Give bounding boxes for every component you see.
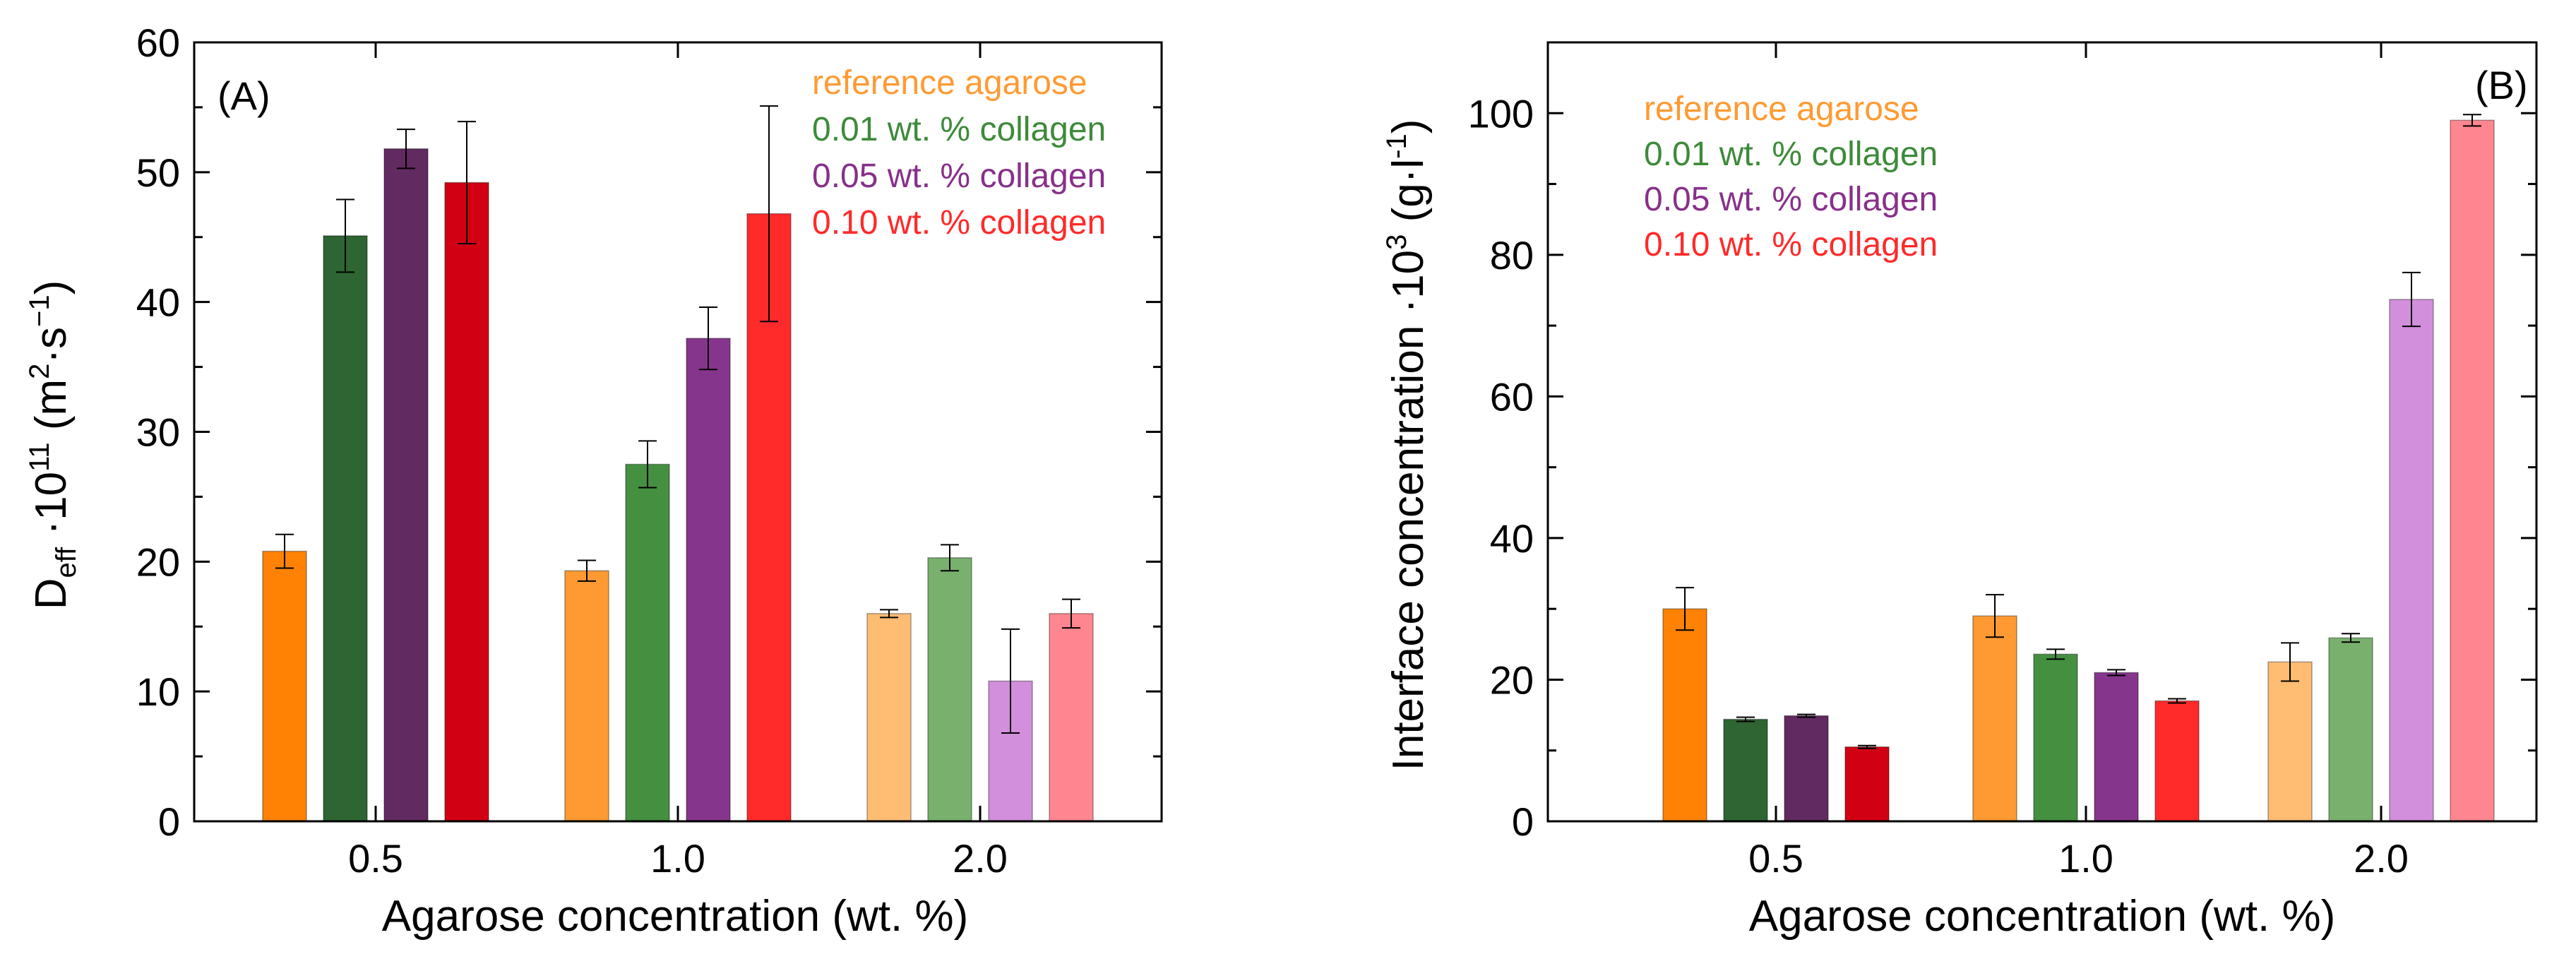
panel-a-x-tick-label: 2.0: [953, 836, 1008, 881]
panel-a-y-axis-label-units-mid: ·s: [27, 327, 76, 364]
panel-a-y-axis-label-main: D: [27, 578, 76, 610]
panel-a-axis-frame: [193, 41, 1163, 823]
panel-b-y-axis-label-exp: 3: [1381, 234, 1412, 250]
panel-a-y-tick-label: 20: [136, 540, 180, 584]
panel-a-bar: [323, 235, 368, 822]
panel-a-y-tick-label: 10: [136, 669, 180, 714]
panel-b-legend-entry: reference agarose: [1644, 90, 1919, 128]
panel-a-bar: [564, 570, 609, 822]
panel-a-legend-entry: 0.05 wt. % collagen: [812, 157, 1106, 195]
panel-b-legend-entry: 0.05 wt. % collagen: [1644, 181, 1938, 218]
panel-b-y-tick-label: 40: [1490, 516, 1534, 561]
panel-a-y-axis-label-sub: eff: [51, 547, 82, 578]
panel-a-y-tick-label: 60: [136, 20, 180, 65]
panel-b: Interface concentration ·103 (g·l-1) Aga…: [1381, 41, 2538, 941]
panel-b-bar: [1662, 608, 1707, 822]
panel-b-y-axis-label-main: Interface concentration ·10: [1384, 250, 1433, 771]
panel-a: Deff ·1011 (m2·s−1) Agarose concentratio…: [24, 20, 1163, 941]
panel-a-bar: [686, 338, 731, 822]
panel-a-bar: [1049, 613, 1094, 822]
panel-a-bar: [444, 181, 489, 822]
panel-b-x-axis-label: Agarose concentration (wt. %): [1749, 892, 2336, 941]
panel-a-y-tick-label: 40: [136, 280, 180, 325]
panel-a-bar: [866, 613, 912, 822]
panel-a-y-tick-label: 50: [136, 150, 180, 195]
panel-b-y-axis-label-units-exp: -1: [1381, 133, 1412, 159]
panel-a-y-tick-label: 0: [158, 799, 180, 844]
panel-a-ticks: 0 10 20 30 40 50 60 0.5 1.0 2.0: [136, 20, 1162, 881]
panel-b-bar: [2267, 661, 2313, 822]
panel-b-y-tick-label: 80: [1490, 233, 1534, 278]
panel-a-bar: [262, 550, 307, 822]
panel-b-ticks: 0 20 40 60 80 100 0.5 1.0 2.0: [1468, 42, 2536, 881]
panel-a-legend: reference agarose 0.01 wt. % collagen 0.05…: [812, 64, 1106, 242]
panel-a-x-tick-label: 0.5: [348, 836, 403, 881]
panel-b-y-tick-label: 0: [1512, 799, 1534, 844]
panel-b-x-tick-label: 1.0: [2058, 836, 2113, 881]
panel-b-y-tick-label: 60: [1490, 374, 1534, 419]
panel-b-bar: [2328, 637, 2373, 822]
panel-a-legend-entry: reference agarose: [812, 64, 1087, 102]
panel-a-x-tick-label: 1.0: [650, 836, 705, 881]
panel-b-bars: [1662, 114, 2495, 822]
panel-b-y-tick-label: 20: [1490, 657, 1534, 702]
panel-a-x-axis-label: Agarose concentration (wt. %): [382, 892, 969, 941]
panel-b-bar: [1844, 746, 1890, 822]
panel-a-bar: [625, 463, 670, 822]
panel-a-y-axis-label-exp: 11: [24, 442, 55, 472]
panel-b-bar: [2094, 672, 2139, 822]
panel-b-bar: [2154, 700, 2200, 822]
panel-a-y-axis-label: Deff ·1011 (m2·s−1): [24, 280, 82, 610]
panel-a-legend-entry: 0.10 wt. % collagen: [812, 204, 1106, 242]
panel-b-legend: reference agarose 0.01 wt. % collagen 0.05…: [1644, 90, 1938, 263]
panel-a-bar: [383, 148, 429, 822]
panel-a-bar: [927, 557, 972, 822]
panel-a-y-axis-label-units-open: (m: [27, 379, 76, 443]
panel-b-bar: [2450, 119, 2495, 822]
panel-a-y-axis-label-units-close: ): [27, 280, 76, 295]
panel-a-legend-entry: 0.01 wt. % collagen: [812, 111, 1106, 148]
panel-b-label: (B): [2475, 63, 2528, 107]
panel-b-bar: [1723, 718, 1768, 822]
panel-a-label: (A): [217, 73, 270, 118]
panel-a-y-tick-label: 30: [136, 410, 180, 455]
panel-a-y-axis-label-units-exp2: −1: [24, 294, 55, 327]
panel-b-y-axis-label-units-close: ): [1384, 119, 1433, 134]
panel-b-bar: [2389, 299, 2434, 822]
panel-a-y-axis-label-mult: ·10: [27, 472, 76, 547]
panel-b-y-axis-label-units-open: (g·l: [1384, 159, 1433, 234]
panel-a-bars: [262, 105, 1094, 822]
panel-b-y-tick-label: 100: [1468, 91, 1534, 136]
panel-b-legend-entry: 0.10 wt. % collagen: [1644, 226, 1938, 263]
panel-b-bar: [2033, 653, 2078, 822]
panel-b-bar: [1784, 715, 1829, 822]
panel-b-legend-entry: 0.01 wt. % collagen: [1644, 136, 1938, 173]
panel-b-x-tick-label: 2.0: [2354, 836, 2409, 881]
panel-b-axis-frame: [1546, 41, 2538, 823]
panel-b-bar: [1972, 615, 2017, 822]
panel-b-x-tick-label: 0.5: [1748, 836, 1803, 881]
panel-a-y-axis-label-units-exp1: 2: [24, 364, 55, 379]
panel-b-y-axis-label: Interface concentration ·103 (g·l-1): [1381, 119, 1433, 771]
